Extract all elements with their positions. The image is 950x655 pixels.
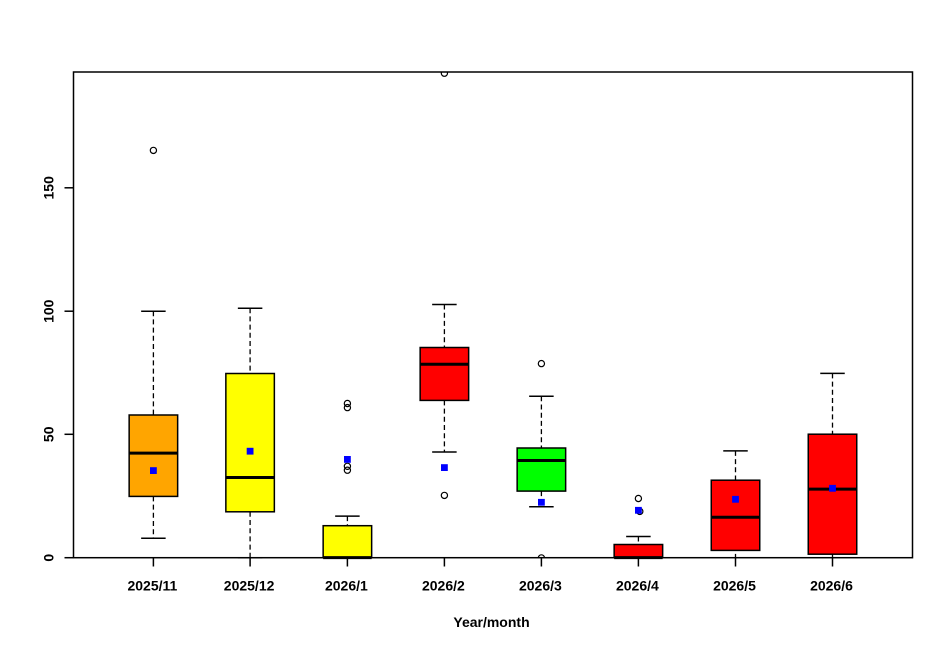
svg-text:2025/11: 2025/11 bbox=[127, 578, 177, 594]
svg-text:0: 0 bbox=[41, 554, 57, 562]
svg-text:150: 150 bbox=[41, 176, 57, 200]
svg-text:2026/1: 2026/1 bbox=[325, 578, 368, 594]
svg-text:2026/2: 2026/2 bbox=[422, 578, 465, 594]
svg-text:2026/4: 2026/4 bbox=[616, 578, 659, 594]
svg-text:50: 50 bbox=[41, 426, 57, 442]
svg-text:2026/5: 2026/5 bbox=[713, 578, 756, 594]
svg-text:Year/month: Year/month bbox=[453, 614, 529, 630]
svg-text:2026/6: 2026/6 bbox=[810, 578, 853, 594]
svg-text:2026/3: 2026/3 bbox=[519, 578, 562, 594]
svg-text:2025/12: 2025/12 bbox=[224, 578, 275, 594]
svg-text:100: 100 bbox=[41, 299, 57, 323]
